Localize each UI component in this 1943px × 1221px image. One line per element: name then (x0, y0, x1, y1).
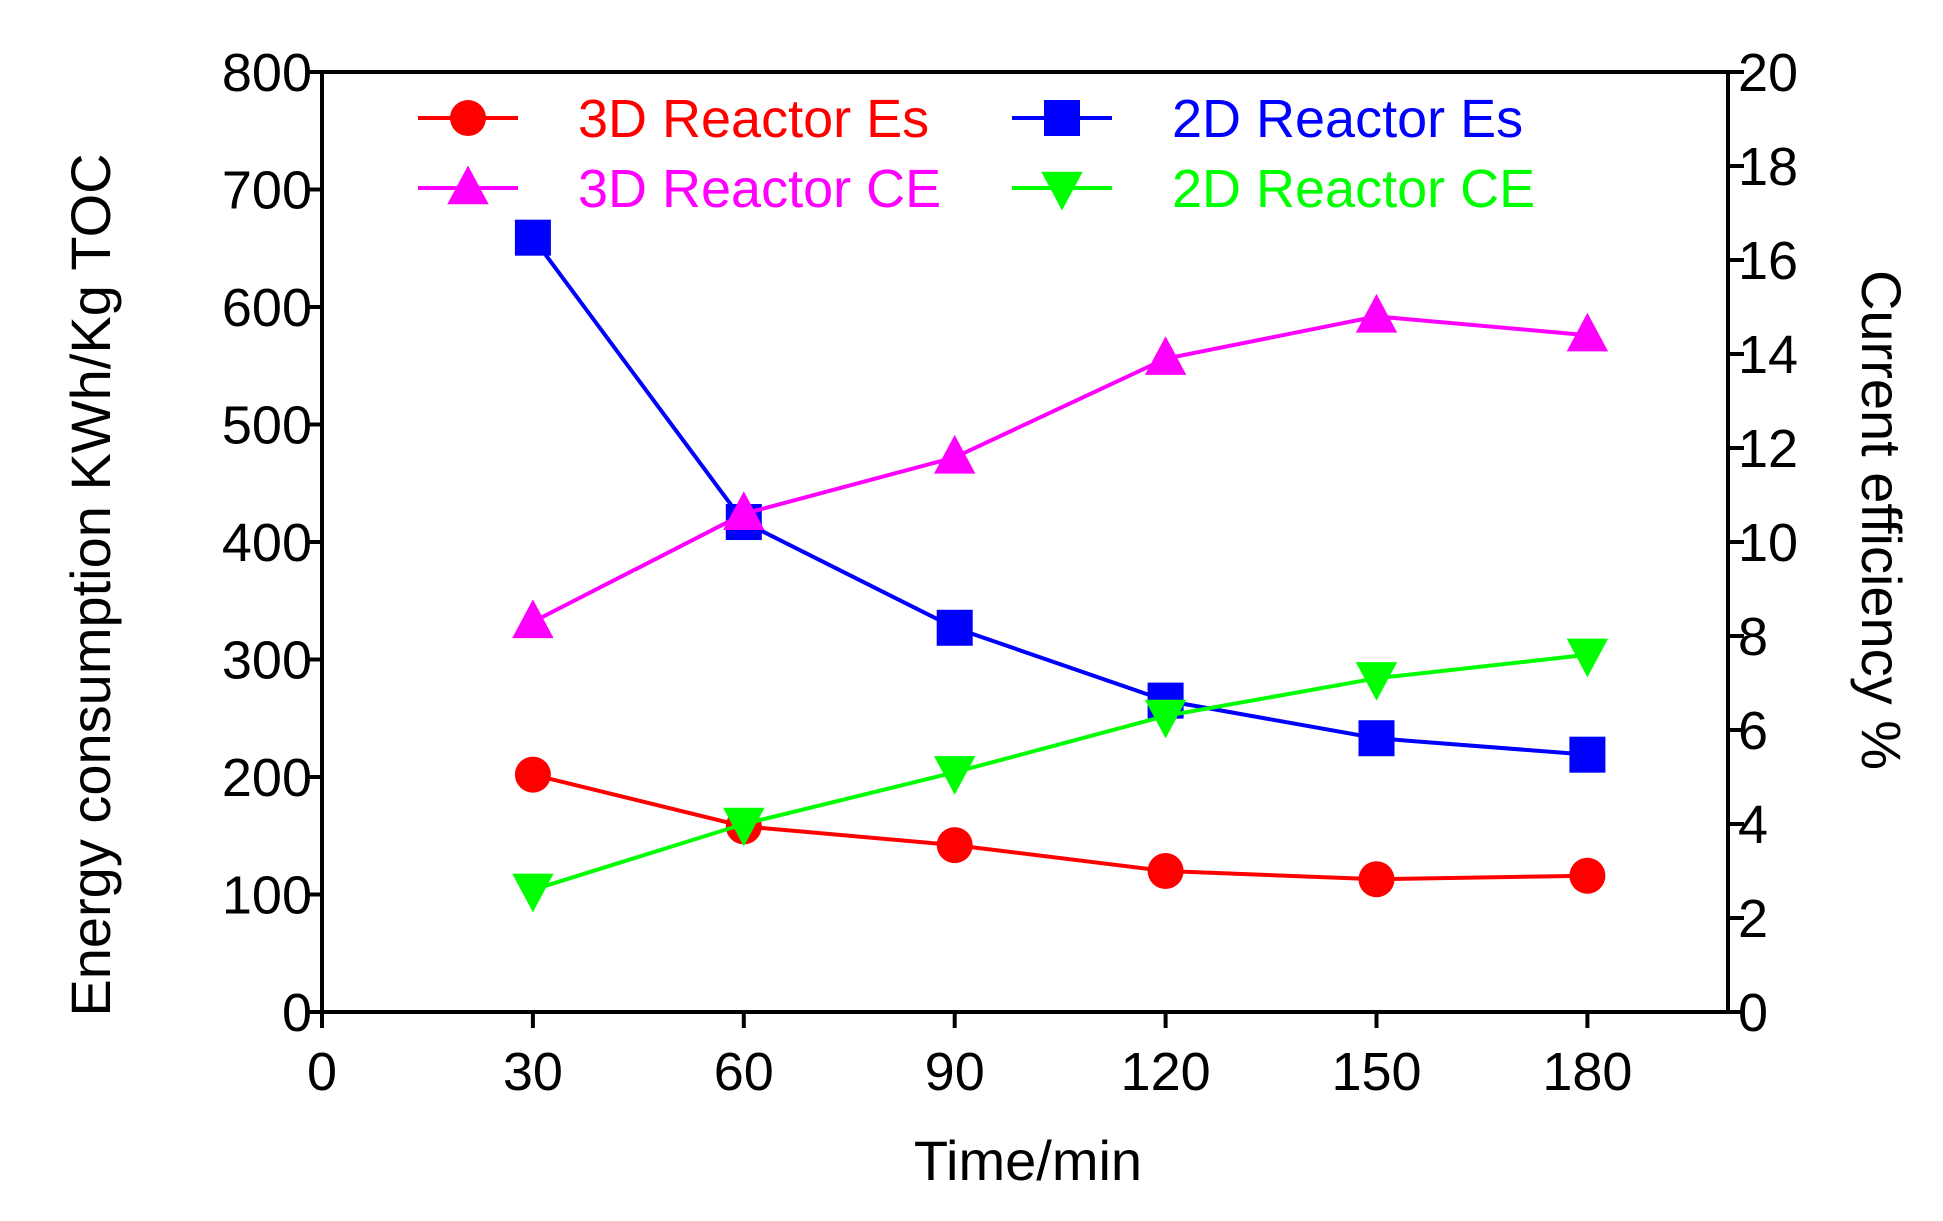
point-3d-reactor-es-150 (1358, 861, 1395, 898)
x-tick-label-180: 180 (1542, 1042, 1632, 1102)
point-2d-reactor-es-30 (514, 219, 551, 256)
point-2d-reactor-ce-180 (1566, 638, 1609, 678)
y-left-tick-label-700: 700 (222, 161, 312, 221)
y-left-tick-label-100: 100 (222, 866, 312, 926)
x-axis-title: Time/min (914, 1129, 1142, 1192)
point-3d-reactor-es-180 (1569, 857, 1606, 894)
legend-label-3d-reactor-ce: 3D Reactor CE (578, 159, 941, 219)
y-left-tick-label-200: 200 (222, 748, 312, 808)
legend-marker-3d-reactor-ce (447, 165, 489, 205)
y-left-tick-label-600: 600 (222, 278, 312, 338)
x-tick-label-90: 90 (925, 1042, 985, 1102)
point-2d-reactor-ce-60 (723, 807, 765, 847)
y-right-tick-label-16: 16 (1738, 231, 1798, 291)
series-line-2d-reactor-es (531, 236, 1588, 757)
y-left-tick-label-500: 500 (222, 396, 312, 456)
point-3d-reactor-es-90 (936, 827, 973, 864)
point-3d-reactor-ce-30 (512, 599, 554, 639)
x-tick-label-120: 120 (1121, 1042, 1211, 1102)
point-3d-reactor-ce-150 (1355, 293, 1398, 333)
point-2d-reactor-ce-30 (512, 873, 554, 913)
y-left-tick-label-400: 400 (222, 513, 312, 573)
point-3d-reactor-ce-60 (723, 491, 765, 530)
y-left-tick-label-0: 0 (282, 983, 312, 1043)
legend-label-2d-reactor-ce: 2D Reactor CE (1172, 159, 1535, 219)
series-line-3d-reactor-es (532, 772, 1588, 882)
series-group (512, 219, 1609, 913)
legend-marker-2d-reactor-es (1044, 100, 1080, 136)
ticks-group: 0 30 60 90 120 150 180010020030040050060070080… (222, 43, 1798, 1102)
point-3d-reactor-ce-120 (1144, 336, 1187, 375)
legend-marker-2d-reactor-ce (1041, 171, 1083, 211)
point-2d-reactor-es-150 (1358, 720, 1395, 757)
point-2d-reactor-ce-90 (934, 756, 976, 795)
y-right-tick-label-12: 12 (1738, 419, 1798, 479)
legend-marker-3d-reactor-es (450, 100, 486, 136)
series-line-2d-reactor-ce (532, 652, 1588, 892)
point-2d-reactor-ce-120 (1144, 699, 1187, 739)
y-axis-left-title: Energy consumption KWh/Kg TOC (59, 153, 122, 1016)
point-3d-reactor-ce-90 (934, 434, 976, 474)
legend: 3D Reactor Es 2D Reactor Es 3D Reactor CE 2… (418, 89, 1535, 219)
series-line-3d-reactor-ce (531, 314, 1588, 624)
point-3d-reactor-es-30 (514, 756, 551, 793)
point-2d-reactor-es-90 (936, 609, 973, 646)
x-tick-label-0: 0 (307, 1042, 337, 1102)
y-right-tick-label-0: 0 (1738, 983, 1768, 1043)
legend-label-3d-reactor-es: 3D Reactor Es (578, 89, 929, 149)
x-tick-label-150: 150 (1331, 1042, 1421, 1102)
x-tick-label-60: 60 (714, 1042, 774, 1102)
point-2d-reactor-es-180 (1569, 736, 1606, 773)
y-right-tick-label-4: 4 (1738, 795, 1768, 855)
y-left-tick-label-300: 300 (222, 631, 312, 691)
y-right-tick-label-2: 2 (1738, 889, 1768, 949)
y-right-tick-label-14: 14 (1738, 325, 1798, 385)
y-axis-right-title: Current efficiency % (1850, 270, 1913, 770)
y-right-tick-label-18: 18 (1738, 137, 1798, 197)
point-3d-reactor-es-120 (1147, 853, 1184, 889)
x-tick-label-30: 30 (503, 1042, 563, 1102)
y-right-tick-label-10: 10 (1738, 513, 1798, 573)
point-2d-reactor-ce-150 (1355, 662, 1398, 701)
legend-label-2d-reactor-es: 2D Reactor Es (1172, 89, 1523, 149)
y-right-tick-label-20: 20 (1738, 43, 1798, 103)
point-3d-reactor-ce-180 (1566, 312, 1609, 352)
y-right-tick-label-8: 8 (1738, 607, 1768, 667)
y-left-tick-label-800: 800 (222, 43, 312, 103)
y-right-tick-label-6: 6 (1738, 701, 1768, 761)
